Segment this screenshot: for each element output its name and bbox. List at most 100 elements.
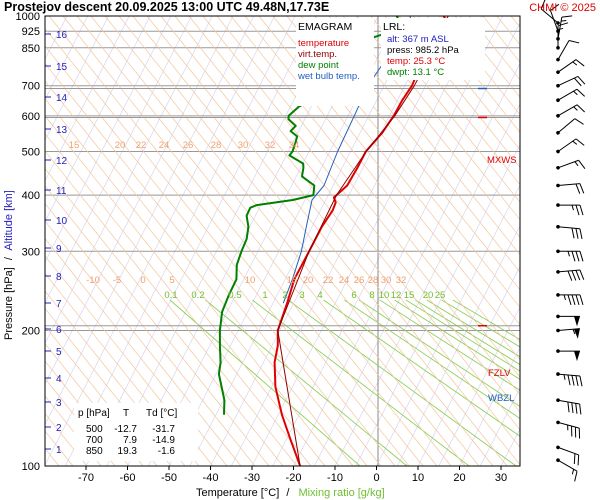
- dry-adiabat-line: [45, 97, 340, 466]
- temperature-tick-label: -50: [161, 472, 177, 484]
- dry-adiabat-line: [45, 325, 158, 466]
- wind-barbs: [540, 0, 586, 482]
- dry-adiabat-line: [342, 16, 520, 238]
- dry-adiabat-line: [454, 16, 520, 98]
- dry-adiabat-line: [45, 360, 130, 466]
- wind-barb-half-feather: [572, 329, 576, 335]
- wind-barb-feather: [576, 104, 585, 113]
- temperature-tick-label: -30: [244, 472, 260, 484]
- temperature-tick-label: -60: [120, 472, 136, 484]
- dry-adiabat-line: [45, 185, 270, 466]
- temperature-tick-label: 20: [453, 472, 465, 484]
- mixing-ratio-label: 1: [262, 290, 267, 301]
- isotherm-line: [45, 16, 151, 223]
- mixing-ratio-label: 8: [369, 290, 374, 301]
- dry-adiabat-line: [230, 16, 520, 378]
- wind-barb-staff: [557, 59, 577, 73]
- mixing-ratio-line: [323, 299, 520, 437]
- dry-adiabat-line: [45, 45, 382, 466]
- wind-barb-feather: [576, 88, 585, 97]
- mixing-ratio-line: [426, 299, 520, 358]
- dry-adiabat-line: [45, 307, 172, 466]
- dry-adiabat-label: 34: [289, 140, 300, 151]
- wind-barb-feather: [579, 204, 584, 216]
- dry-adiabat-line: [426, 16, 520, 133]
- wind-barb-staff: [557, 118, 576, 134]
- mixing-ratio-line: [452, 299, 520, 341]
- mixing-ratio-label: 0.5: [228, 290, 241, 301]
- wind-barb-feather: [540, 0, 546, 10]
- mixing-ratio-label: 2: [282, 290, 287, 301]
- wind-barb: [556, 104, 585, 118]
- dry-adiabat-line: [174, 16, 520, 448]
- svg-text:Temperature [°C] /: Temperature [°C] / Mixing ratio [g/kg]: [196, 487, 385, 499]
- dry-adiabat-line: [398, 16, 520, 168]
- y-axis-title: Pressure [hPa] / Altitude [km]: [3, 190, 15, 340]
- wind-barb-dot: [556, 349, 560, 353]
- wind-barb-feather: [579, 269, 585, 280]
- wind-barb: [556, 269, 585, 281]
- wind-barb: [556, 75, 586, 88]
- dry-adiabat-line: [45, 272, 200, 466]
- wind-barb-staff: [557, 40, 570, 60]
- wind-barb: [540, 0, 560, 25]
- table-cell: 850: [86, 446, 103, 457]
- wind-barb-dot: [556, 420, 560, 425]
- isotherm-line: [45, 16, 109, 142]
- altitude-tick-label: 6: [56, 325, 62, 336]
- wind-barb-feather: [579, 183, 585, 194]
- wind-barb-dot: [556, 83, 560, 88]
- dry-adiabat-label: 24: [159, 140, 170, 151]
- dry-adiabat-line: [118, 16, 480, 466]
- isotherm-line: [563, 16, 600, 466]
- pressure-tick-label: 600: [22, 111, 40, 123]
- dry-adiabat-line: [90, 16, 452, 466]
- mixing-ratio-line: [405, 299, 520, 372]
- wind-barb-feather: [571, 426, 573, 437]
- dry-adiabat-label: -10: [86, 275, 100, 286]
- wind-barb-pennant: [574, 316, 580, 327]
- dry-adiabat-line: [412, 16, 520, 151]
- pressure-tick-label: 400: [22, 190, 40, 202]
- isotherm-line: [45, 16, 234, 385]
- wind-barb-dot: [556, 21, 560, 25]
- dry-adiabat-line: [45, 27, 396, 466]
- pressure-tick-label: 850: [22, 43, 40, 55]
- wind-barb-feather: [550, 3, 560, 11]
- dry-adiabat-line: [45, 377, 116, 466]
- wind-barb-staff: [557, 421, 580, 429]
- mixing-ratio-line: [169, 299, 361, 466]
- dry-adiabat-line: [216, 16, 520, 396]
- isotherm-line: [45, 16, 192, 304]
- wind-barb-pennant: [573, 328, 580, 339]
- wind-barb-dot: [556, 372, 560, 376]
- legend-item-temperature: temperature: [298, 38, 349, 49]
- dry-adiabat-line: [45, 115, 326, 466]
- mixing-ratio-line: [358, 299, 520, 408]
- dry-adiabat-label: 0: [140, 275, 145, 286]
- wind-barb: [556, 328, 580, 339]
- wind-barb-feather: [571, 375, 575, 386]
- lrl-pressure: press: 985.2 hPa: [387, 45, 460, 56]
- x-axis-title: Temperature [°C] / Mixing ratio [g/kg]: [196, 487, 385, 499]
- wind-barb-feather: [575, 59, 585, 67]
- table-cell: 500: [86, 424, 103, 435]
- dry-adiabat-label: -5: [113, 275, 121, 286]
- wind-barb: [556, 22, 569, 50]
- altitude-tick-label: 11: [56, 186, 67, 197]
- wind-barb-feather: [578, 428, 581, 439]
- table-header-t: T: [123, 408, 129, 419]
- wind-barb-feather: [571, 270, 577, 281]
- wind-barb: [556, 118, 584, 135]
- dry-adiabat-line: [45, 80, 354, 466]
- table-cell: 19.3: [118, 446, 138, 457]
- temperature-tick-label: 10: [412, 472, 424, 484]
- dry-adiabat-line: [45, 150, 298, 466]
- wind-barb-dot: [556, 314, 560, 319]
- table-cell: 7.9: [123, 435, 137, 446]
- dry-adiabat-label: 22: [136, 140, 147, 151]
- wind-barb-dot: [556, 131, 560, 135]
- pressure-tick-label: 300: [22, 246, 40, 258]
- altitude-tick-label: 15: [56, 62, 68, 73]
